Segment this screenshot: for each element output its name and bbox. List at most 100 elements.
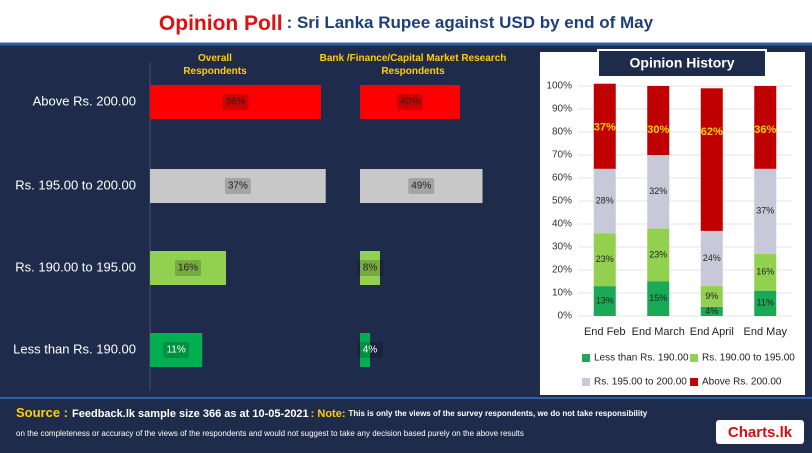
bar-segment [647,228,670,282]
bar-segment [700,230,723,287]
bar-segment [700,88,723,231]
category-label: Less than Rs. 190.00 [13,341,136,356]
value-label: 24% [703,253,721,263]
value-label: 4% [705,306,718,316]
label-tag [222,94,249,110]
legend-label: Less than Rs. 190.00 [594,353,689,364]
value-label: 8% [363,263,378,274]
source-text: Feedback.lk sample size 366 as at 10-05-… [72,408,309,420]
y-tick-label: 90% [552,104,572,115]
y-tick-label: 70% [552,150,572,161]
category-label: Rs. 195.00 to 200.00 [15,177,136,192]
legend-swatch [690,354,698,362]
legend-label: Above Rs. 200.00 [702,377,782,388]
label-tag [175,260,201,276]
legend-label: Rs. 195.00 to 200.00 [594,377,687,388]
category-label: Above Rs. 200.00 [33,93,136,108]
label-tag [357,260,383,276]
bank-header: Bank /Finance/Capital Market Research Re… [319,53,507,77]
title-lead: Opinion Poll [159,12,283,35]
source: Source : Feedback.lk sample size 366 as a… [16,405,648,420]
legend-label: Rs. 190.00 to 195.00 [702,353,795,364]
history-title: Opinion History [630,55,735,71]
title-band [0,0,812,44]
legend-swatch [582,378,590,386]
y-tick-label: 30% [552,242,572,253]
bar-segment [647,155,670,229]
bar-segment [593,286,616,316]
x-tick-label: End Feb [584,326,626,338]
y-tick-label: 100% [546,81,572,92]
bar [150,333,203,367]
bar-segment [754,168,777,254]
x-tick-label: End March [632,326,685,338]
bar-segment [754,86,777,169]
value-label: 11% [166,345,185,356]
value-label: 36% [225,97,245,108]
value-label: 15% [649,293,667,303]
title: Opinion Poll: Sri Lanka Rupee against US… [159,12,654,35]
value-label: 62% [701,126,723,138]
y-tick-label: 80% [552,127,572,138]
note-label: : Note: [311,408,346,420]
legend-swatch [582,354,590,362]
category-label: Rs. 190.00 to 195.00 [15,259,136,274]
logo: Charts.lk [728,424,793,441]
value-label: 37% [228,181,248,192]
value-label: 37% [756,206,774,216]
note-line: This is only the views of the survey res… [349,409,648,418]
label-tag [408,178,435,194]
y-tick-label: 0% [558,311,573,322]
title-rest: : Sri Lanka Rupee against USD by end of … [287,13,654,32]
bar-segment [754,290,777,316]
x-tick-label: End May [744,326,788,338]
bar-segment [593,168,616,234]
history-title-box [597,49,767,78]
y-tick-label: 50% [552,196,572,207]
bar-segment [754,253,777,291]
bar-segment [700,286,723,307]
bar [150,251,226,285]
value-label: 49% [411,181,431,192]
logo-box [716,420,804,444]
value-label: 23% [596,254,614,264]
source-label: Source : [16,405,68,420]
label-tag [224,178,251,194]
x-tick-label: End April [690,326,734,338]
bar-segment [593,233,616,287]
value-label: 30% [647,124,669,136]
y-tick-label: 20% [552,265,572,276]
value-label: 36% [754,124,776,136]
value-label: 16% [756,267,774,277]
bar [360,251,380,285]
bar-segment [647,281,670,316]
y-tick-label: 60% [552,173,572,184]
bar [150,169,326,203]
y-tick-label: 40% [552,219,572,230]
overall-header: Overall Respondents [183,53,247,77]
value-label: 40% [400,97,420,108]
legend-swatch [690,378,698,386]
value-label: 9% [705,291,718,301]
label-tag [163,342,190,358]
value-label: 23% [649,249,667,259]
bar-segment [593,83,616,169]
value-label: 13% [596,295,614,305]
value-label: 28% [596,195,614,205]
note-line: on the completeness or accuracy of the v… [16,429,524,438]
value-label: 11% [757,298,774,308]
bar [360,333,370,367]
value-label: 32% [649,186,667,196]
bar [150,85,321,119]
value-label: 16% [178,263,198,274]
y-tick-label: 10% [552,288,572,299]
bar-segment [647,86,670,155]
label-tag [397,94,423,110]
bar [360,85,460,119]
bar [360,169,483,203]
value-label: 4% [363,345,378,356]
label-tag [357,342,383,358]
value-label: 37% [594,122,616,134]
